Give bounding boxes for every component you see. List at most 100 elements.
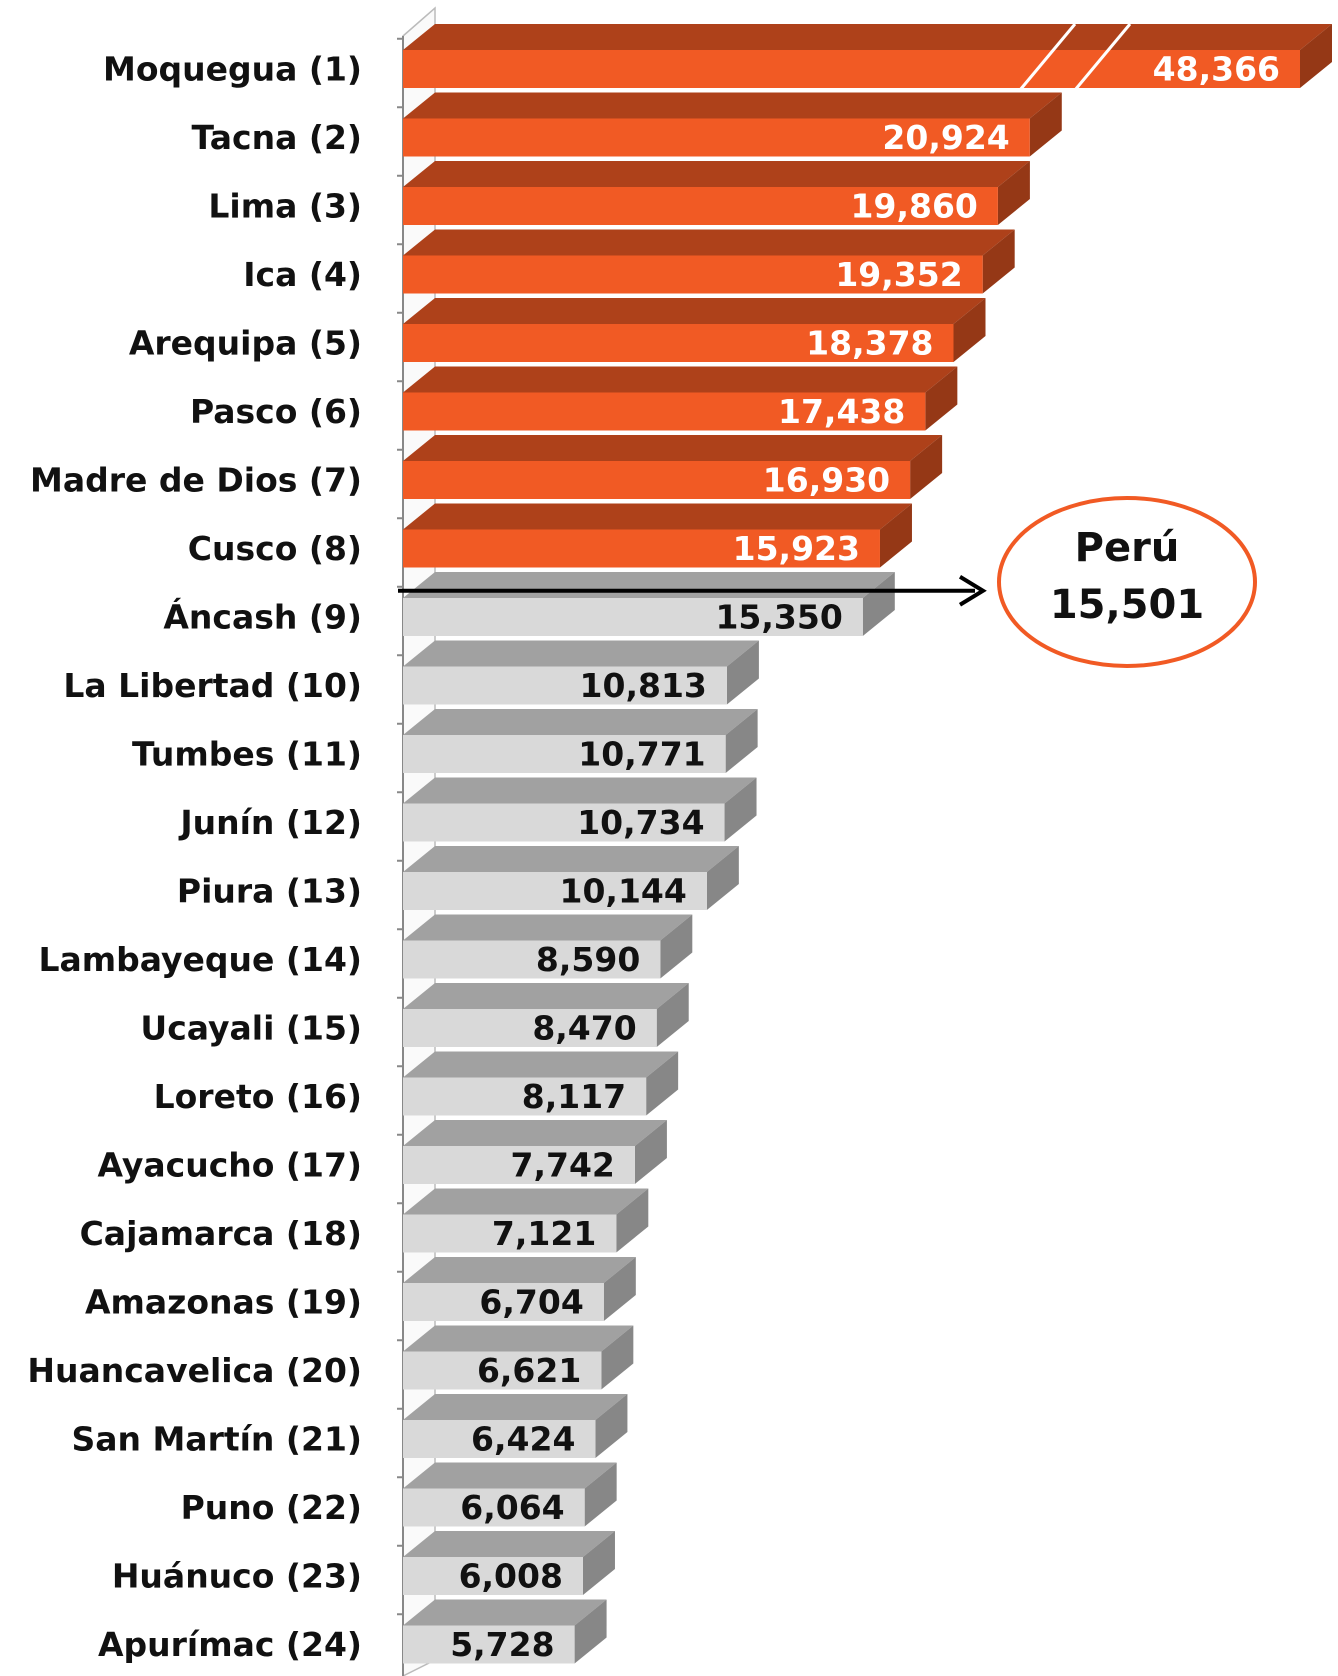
bar-top <box>403 1325 634 1352</box>
bar-side <box>953 298 986 362</box>
bar <box>403 461 911 499</box>
bar-side <box>1029 92 1062 157</box>
value-label: 10,144 <box>560 872 687 911</box>
bar-side <box>910 435 943 499</box>
value-label: 6,064 <box>460 1488 564 1527</box>
bar-top <box>403 777 757 804</box>
bar-top <box>403 435 943 461</box>
value-label: 8,470 <box>532 1009 636 1048</box>
bar-side <box>634 1120 667 1184</box>
value-label: 19,860 <box>851 187 978 226</box>
value-label: 48,366 <box>1153 50 1280 89</box>
value-label: 8,117 <box>522 1077 626 1116</box>
bar <box>403 1557 583 1595</box>
category-label: Huánuco (23) <box>112 1557 362 1596</box>
value-label: 10,771 <box>578 735 705 774</box>
value-label: 6,621 <box>477 1351 581 1390</box>
bar <box>403 1488 585 1527</box>
bar <box>403 735 726 773</box>
bar <box>403 1351 602 1390</box>
bar-top <box>403 1051 679 1078</box>
bar <box>403 1420 596 1458</box>
bar <box>403 1283 604 1321</box>
value-label: 6,704 <box>479 1283 583 1322</box>
category-label: Loreto (16) <box>154 1077 362 1116</box>
axis-break <box>1018 23 1077 91</box>
bar-side <box>646 1051 679 1116</box>
value-label: 19,352 <box>835 255 962 294</box>
category-label: Apurímac (24) <box>98 1625 362 1664</box>
bar <box>403 666 727 705</box>
bar <box>403 1625 575 1664</box>
value-label: 5,728 <box>450 1625 554 1664</box>
value-label: 7,742 <box>511 1146 615 1185</box>
bar-top <box>403 366 958 393</box>
bar <box>403 598 863 636</box>
value-label: 10,813 <box>580 666 707 705</box>
bar <box>403 1077 647 1116</box>
bar-side <box>1300 24 1332 88</box>
category-label: Tacna (2) <box>192 118 362 157</box>
category-label: Ica (4) <box>243 255 362 294</box>
category-label: Lambayeque (14) <box>38 940 362 979</box>
bar <box>403 255 983 294</box>
bar-side <box>724 777 757 842</box>
bar-top <box>403 983 689 1009</box>
value-label: 6,424 <box>471 1420 575 1459</box>
bar-top <box>403 92 1062 119</box>
bar-side <box>726 640 759 705</box>
bar-top <box>403 1257 636 1283</box>
category-label: Pasco (6) <box>190 392 362 431</box>
value-label: 17,438 <box>778 392 905 431</box>
bar <box>403 187 998 225</box>
bar <box>403 1009 657 1047</box>
bar-top <box>403 640 759 667</box>
category-label: Piura (13) <box>177 872 362 911</box>
value-label: 18,378 <box>806 324 933 363</box>
bar <box>403 529 880 568</box>
category-label: Tumbes (11) <box>132 735 362 774</box>
bar-top <box>403 572 895 598</box>
category-label: Áncash (9) <box>163 597 362 637</box>
value-label: 6,008 <box>459 1557 563 1596</box>
value-label: 10,734 <box>577 803 704 842</box>
category-label: Puno (22) <box>181 1488 362 1527</box>
category-label: Madre de Dios (7) <box>30 461 362 500</box>
axis-break <box>1073 23 1132 91</box>
bar-side <box>595 1394 628 1458</box>
reference-label: Perú <box>1075 525 1180 571</box>
category-label: Huancavelica (20) <box>27 1351 362 1390</box>
category-label: Cusco (8) <box>188 529 362 568</box>
value-label: 15,923 <box>733 529 860 568</box>
bar-side <box>982 229 1015 294</box>
bar <box>403 940 661 979</box>
bar-top <box>403 161 1030 187</box>
bar-side <box>574 1599 607 1664</box>
bar-side <box>725 709 758 773</box>
bar-top <box>403 1599 607 1626</box>
bar-top <box>403 503 912 530</box>
bar <box>403 324 954 362</box>
bar-side <box>925 366 958 431</box>
bar-side <box>879 503 912 568</box>
category-label: Moquegua (1) <box>103 50 362 89</box>
bar-side <box>660 914 693 979</box>
bar-side <box>616 1188 649 1253</box>
bar <box>403 803 725 842</box>
category-label: Lima (3) <box>208 187 362 226</box>
bar <box>403 118 1030 157</box>
value-label: 15,350 <box>715 598 842 637</box>
category-label: Arequipa (5) <box>129 324 362 363</box>
bar-top <box>403 709 758 735</box>
value-label: 8,590 <box>536 940 640 979</box>
bar-side <box>997 161 1030 225</box>
value-label: 20,924 <box>882 118 1009 157</box>
category-label: Ucayali (15) <box>140 1009 362 1048</box>
reference-value: 15,501 <box>1050 582 1204 628</box>
bar-top <box>403 24 1332 50</box>
bar <box>403 392 926 431</box>
bar-side <box>582 1531 615 1595</box>
reference-ellipse <box>997 496 1257 668</box>
bar <box>403 50 1300 88</box>
category-label: Amazonas (19) <box>85 1283 362 1322</box>
